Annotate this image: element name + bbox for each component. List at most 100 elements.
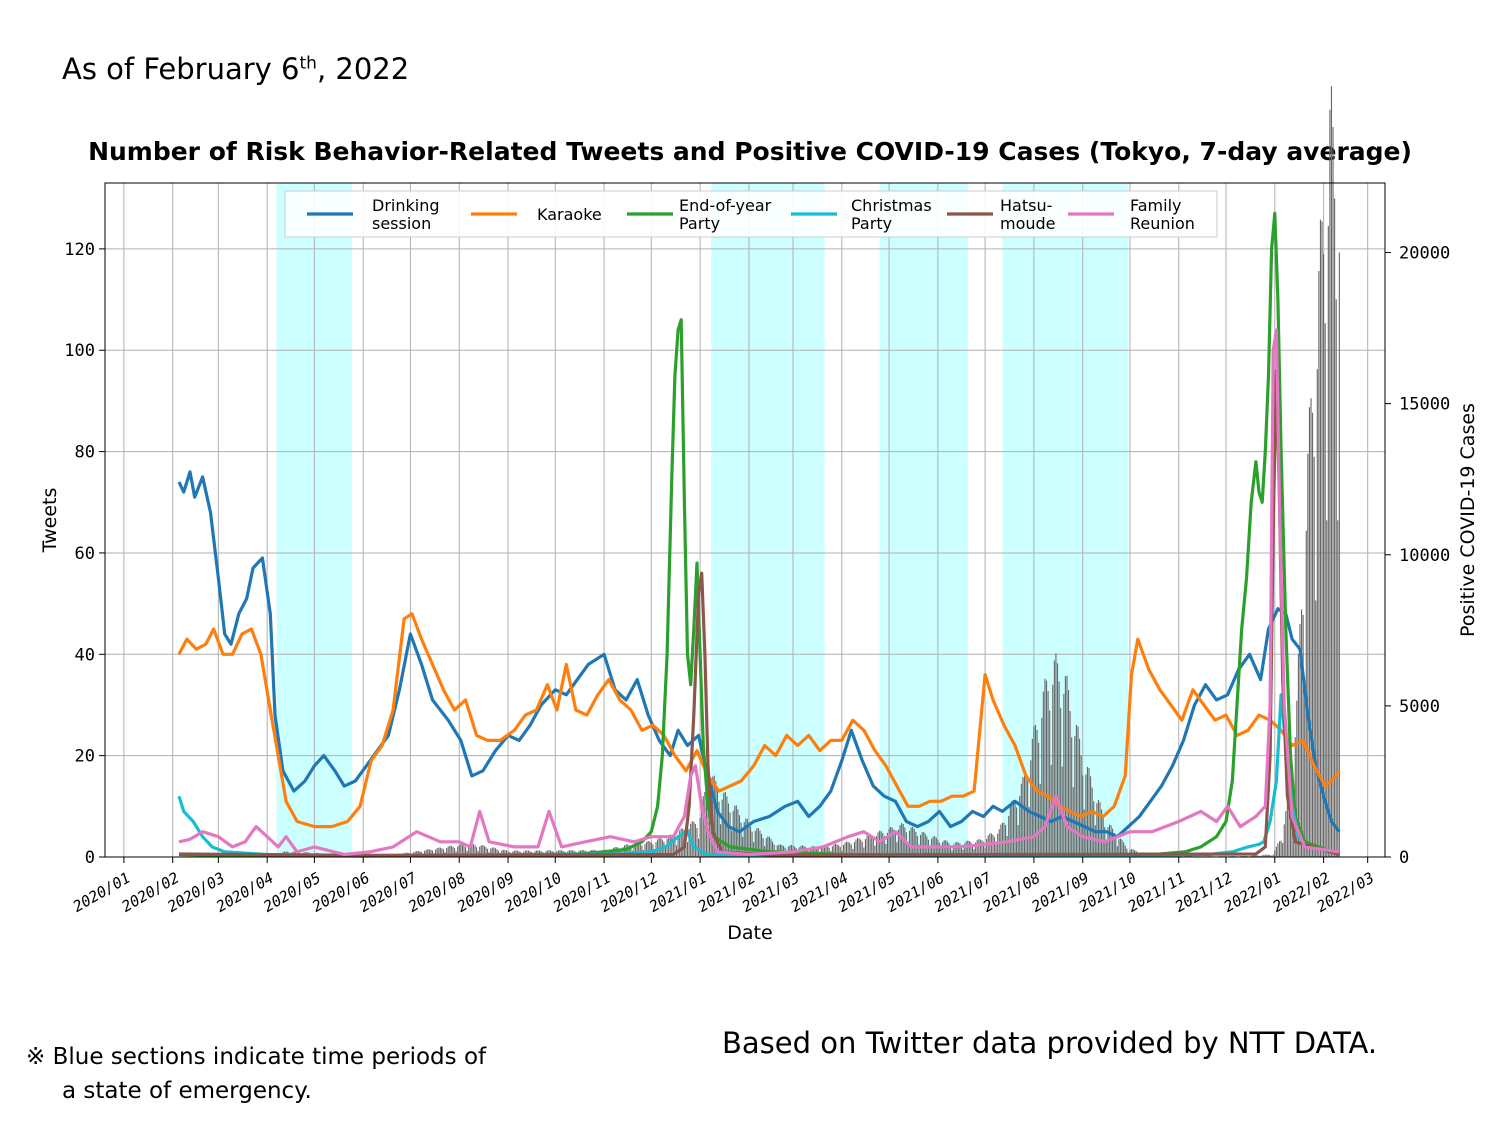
cases-bar [860,839,862,857]
series-line-karaoke [177,612,1341,829]
cases-bar [474,845,476,857]
cases-bar [638,842,640,857]
y-tick-label: 20 [75,747,95,767]
cases-bar [1307,453,1309,857]
cases-bar [639,843,641,857]
cases-bar [718,801,720,857]
cases-bar [1016,807,1018,857]
cases-bar [1020,783,1022,857]
cases-bar [772,841,774,857]
cases-bar [901,823,903,857]
cases-bar [1179,855,1181,857]
cases-bar [732,810,734,857]
cases-bar [702,796,704,857]
cases-bar [907,842,909,857]
as-of-date: As of February 6th, 2022 [62,52,410,86]
cases-bar [1039,783,1041,857]
cases-bar [1006,835,1008,857]
cases-bar [831,846,833,857]
cases-bar [888,828,890,857]
emergency-period-band [711,183,825,857]
cases-bar [970,842,972,857]
cases-bar [754,830,756,857]
cases-bar [682,828,684,857]
cases-bar [845,841,848,857]
legend-label: Drinking session [372,196,440,233]
cases-bar [1323,254,1325,857]
cases-bar [978,839,980,857]
cases-bar [971,844,974,857]
cases-bar [468,845,470,857]
cases-bar [1318,271,1320,857]
cases-bar [960,845,963,857]
cases-bar [836,844,838,857]
cases-bar [1149,855,1151,857]
cases-bar [693,821,695,857]
cases-bar [428,849,430,857]
cases-bar [1261,855,1263,857]
cases-bar [1335,299,1337,857]
cases-bar [910,827,912,857]
cases-bar [461,844,463,857]
cases-bar [1274,850,1276,857]
cases-bar [1112,828,1114,857]
cases-bar [976,840,978,857]
cases-bar [855,839,857,857]
cases-bar [452,846,454,857]
cases-bar [1297,653,1299,857]
cases-bar [1119,838,1122,857]
cases-bar [1055,653,1057,857]
cases-bar [1047,691,1049,857]
cases-bar [921,832,923,857]
cases-bar [1042,691,1044,857]
emergency-note: ※ Blue sections indicate time periods of… [26,1040,486,1108]
cases-bar [885,843,887,857]
cases-bar [872,838,874,857]
cases-bar [1250,855,1252,857]
cases-bar [993,837,996,857]
emergency-period-band [879,183,968,857]
cases-bar [899,825,901,857]
cases-bar [1315,600,1317,857]
cases-bar [915,831,917,857]
cases-bar [490,848,492,857]
cases-bar [886,832,889,857]
cases-bar [1168,855,1170,857]
cases-bar [1304,690,1306,857]
cases-bar [1052,684,1054,857]
cases-bar [1069,711,1071,857]
cases-bar [938,842,940,857]
cases-bar [731,830,733,857]
cases-bar [866,835,868,857]
cases-bar [1269,854,1271,857]
cases-bar [469,844,471,857]
cases-bar [891,827,893,857]
cases-bar [464,847,467,857]
cases-bar [1176,855,1178,857]
cases-bar [663,841,665,857]
cases-bar [858,838,860,857]
cases-bar [823,845,826,857]
cases-bar [439,847,441,857]
cases-bar [812,846,815,857]
legend-label: Hatsu-moude [1000,196,1056,233]
cases-bar [696,827,698,857]
cases-bar [1266,854,1268,857]
cases-bar [647,841,649,857]
cases-bar [672,836,674,857]
cases-bar [476,847,478,857]
cases-bar [447,846,449,857]
cases-bar [435,849,437,857]
cases-bar [879,830,881,857]
cases-bar [997,833,999,857]
cases-bar [1321,221,1323,858]
cases-bar [1110,825,1112,857]
cases-bar [1280,840,1282,857]
cases-bar [945,840,947,857]
cases-bar [1244,855,1246,857]
cases-bar [1319,219,1321,858]
cases-bar [729,812,731,857]
cases-bar [1090,776,1092,857]
cases-bar [646,841,648,857]
cases-bar [457,846,459,857]
